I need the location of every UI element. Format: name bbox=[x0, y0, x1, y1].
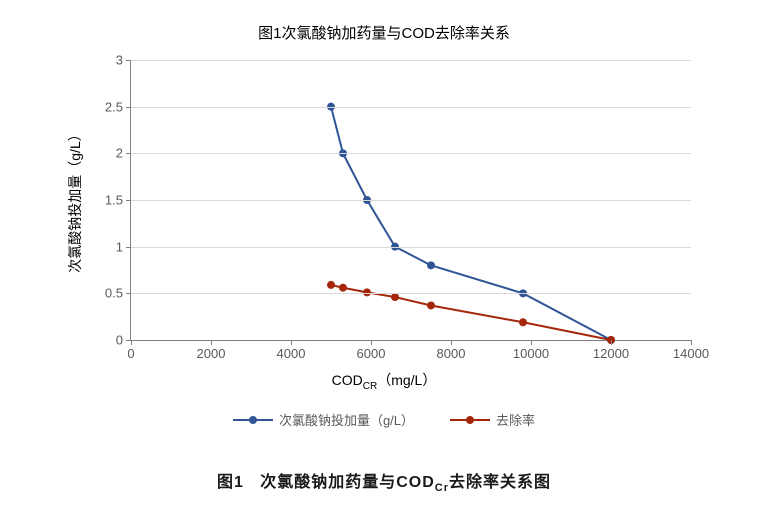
series-marker bbox=[327, 281, 335, 289]
ytick-mark bbox=[126, 107, 131, 108]
xtick-label: 0 bbox=[127, 346, 134, 361]
xtick-mark bbox=[211, 340, 212, 345]
gridline bbox=[131, 60, 691, 61]
chart-title: 图1次氯酸钠加药量与COD去除率关系 bbox=[0, 22, 768, 43]
xtick-mark bbox=[451, 340, 452, 345]
legend-label: 去除率 bbox=[496, 410, 535, 429]
ytick-mark bbox=[126, 60, 131, 61]
figure-container: 图1次氯酸钠加药量与COD去除率关系 次氯酸钠投加量（g/L） 00.511.5… bbox=[0, 0, 768, 512]
ytick-label: 0 bbox=[116, 333, 123, 348]
gridline bbox=[131, 153, 691, 154]
legend-label: 次氯酸钠投加量（g/L） bbox=[279, 410, 414, 429]
plot-area: 00.511.522.53020004000600080001000012000… bbox=[130, 60, 691, 341]
xtick-label: 6000 bbox=[357, 346, 386, 361]
ytick-label: 0.5 bbox=[105, 286, 123, 301]
legend-item: 去除率 bbox=[450, 410, 535, 429]
xtick-mark bbox=[131, 340, 132, 345]
ytick-mark bbox=[126, 247, 131, 248]
xtick-label: 12000 bbox=[593, 346, 629, 361]
x-axis-title: CODCR（mg/L） bbox=[0, 370, 768, 392]
gridline bbox=[131, 107, 691, 108]
gridline bbox=[131, 247, 691, 248]
xtick-mark bbox=[531, 340, 532, 345]
gridline bbox=[131, 293, 691, 294]
series-marker bbox=[339, 284, 347, 292]
series-marker bbox=[427, 301, 435, 309]
xtick-mark bbox=[691, 340, 692, 345]
xtick-label: 4000 bbox=[277, 346, 306, 361]
series-line bbox=[331, 107, 611, 340]
y-axis-title: 次氯酸钠投加量（g/L） bbox=[65, 127, 85, 272]
figure-caption: 图1 次氯酸钠加药量与CODCr去除率关系图 bbox=[0, 468, 768, 494]
ytick-mark bbox=[126, 153, 131, 154]
series-marker bbox=[519, 318, 527, 326]
ytick-mark bbox=[126, 200, 131, 201]
ytick-label: 1.5 bbox=[105, 193, 123, 208]
series-marker bbox=[427, 261, 435, 269]
xtick-label: 10000 bbox=[513, 346, 549, 361]
ytick-label: 2.5 bbox=[105, 99, 123, 114]
xtick-mark bbox=[611, 340, 612, 345]
xtick-mark bbox=[371, 340, 372, 345]
legend: 次氯酸钠投加量（g/L） 去除率 bbox=[0, 410, 768, 430]
ytick-mark bbox=[126, 293, 131, 294]
ytick-label: 1 bbox=[116, 239, 123, 254]
ytick-label: 3 bbox=[116, 53, 123, 68]
legend-item: 次氯酸钠投加量（g/L） bbox=[233, 410, 414, 429]
xtick-label: 8000 bbox=[437, 346, 466, 361]
gridline bbox=[131, 200, 691, 201]
xtick-mark bbox=[291, 340, 292, 345]
xtick-label: 14000 bbox=[673, 346, 709, 361]
xtick-label: 2000 bbox=[197, 346, 226, 361]
legend-swatch bbox=[233, 413, 273, 427]
ytick-label: 2 bbox=[116, 146, 123, 161]
legend-swatch bbox=[450, 413, 490, 427]
